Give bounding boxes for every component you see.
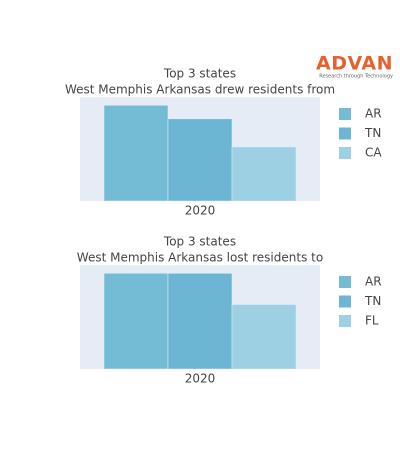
legend-swatch	[339, 108, 351, 120]
legend-label: AR	[365, 107, 382, 121]
legend-swatch	[339, 315, 351, 327]
chart-title: Top 3 states	[163, 235, 236, 249]
chart-subtitle: West Memphis Arkansas lost residents to	[77, 251, 323, 265]
bar	[103, 105, 169, 202]
bar	[103, 273, 169, 370]
legend-label: FL	[365, 314, 379, 328]
x-tick-label: 2020	[185, 204, 216, 218]
logo-name: ADVAN	[316, 53, 393, 75]
legend-swatch	[339, 295, 351, 308]
legend-label: TN	[364, 126, 381, 140]
legend-label: CA	[365, 146, 382, 160]
legend-swatch	[339, 147, 351, 159]
legend-swatch	[339, 276, 351, 288]
chart-title: Top 3 states	[163, 67, 236, 81]
legend-swatch	[339, 127, 351, 140]
logo-tagline: Research through Technology	[319, 74, 393, 80]
legend-label: TN	[364, 294, 381, 308]
x-tick-label: 2020	[185, 372, 216, 386]
legend-label: AR	[365, 275, 382, 289]
bar	[231, 304, 297, 370]
bar	[167, 118, 233, 202]
bar	[167, 273, 233, 370]
chart-subtitle: West Memphis Arkansas drew residents fro…	[65, 83, 335, 97]
bar	[231, 146, 297, 202]
